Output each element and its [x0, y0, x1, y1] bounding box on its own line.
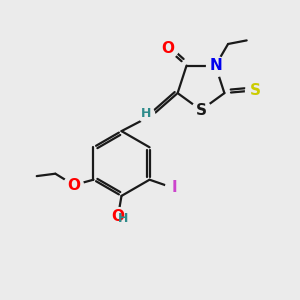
Text: N: N	[210, 58, 222, 73]
Text: H: H	[141, 107, 152, 120]
Text: I: I	[172, 180, 178, 195]
Text: S: S	[250, 83, 260, 98]
Text: S: S	[196, 103, 206, 118]
Text: H: H	[118, 212, 128, 225]
Text: O: O	[111, 209, 124, 224]
Text: O: O	[67, 178, 80, 193]
Text: O: O	[161, 41, 174, 56]
